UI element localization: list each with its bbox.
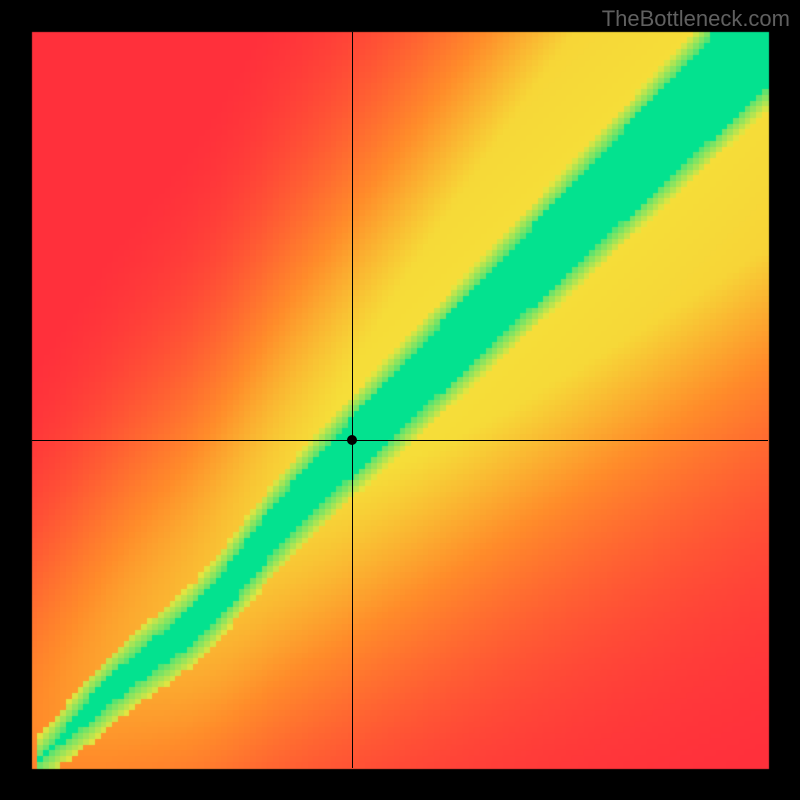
crosshair-vertical <box>352 32 353 768</box>
heatmap-canvas <box>0 0 800 800</box>
chart-container: TheBottleneck.com <box>0 0 800 800</box>
crosshair-horizontal <box>32 440 768 441</box>
marker-point <box>347 435 357 445</box>
